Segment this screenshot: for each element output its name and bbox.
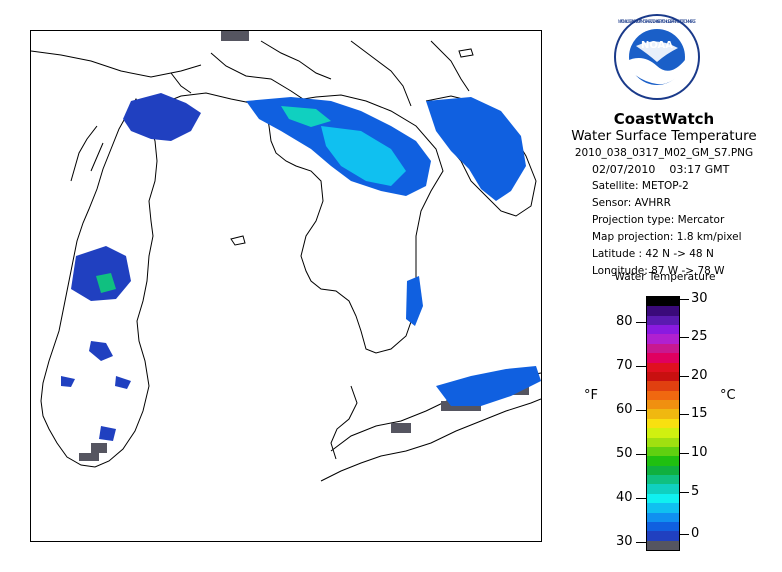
celsius-tick: 20 [691,368,708,383]
scale-swatch [647,531,679,542]
scale-swatch [647,306,679,317]
product-subtitle: Water Surface Temperature [571,128,757,144]
unit-celsius: °C [720,388,736,403]
logo-text: NOAA [641,40,673,51]
green-bay-outline [70,125,104,182]
scale-swatch [647,362,679,373]
scale-swatch [647,418,679,429]
brand-title: CoastWatch [613,110,715,128]
celsius-tick: 25 [691,329,708,344]
scale-swatch [647,484,679,495]
fahrenheit-tick: 60 [616,402,633,417]
scale-swatch [647,343,679,354]
celsius-tick: 10 [691,445,708,460]
cold-water-patches [61,93,541,441]
celsius-tick-mark [680,414,689,415]
celsius-tick: 30 [691,291,708,306]
celsius-tick-mark [680,492,689,493]
fahrenheit-tick: 50 [616,446,633,461]
lake-huron-outline [265,94,444,354]
lake-st-clair-outline [330,385,358,460]
scale-swatch [647,465,679,476]
scale-swatch [647,521,679,532]
scale-swatch [647,315,679,326]
scale-swatch [647,475,679,485]
celsius-tick-mark [680,299,689,300]
fahrenheit-tick-mark [636,454,646,455]
fahrenheit-tick: 80 [616,314,633,329]
scale-swatch [647,325,679,335]
scale-swatch [647,437,679,448]
scale-swatch [647,353,679,364]
latitude-label: Latitude : 42 N -> 48 N [592,248,714,260]
unit-fahrenheit: °F [584,388,598,403]
date-value: 02/07/2010 [592,163,656,176]
lake-michigan-outline [40,98,158,468]
celsius-tick-mark [680,337,689,338]
scale-swatch [647,400,679,410]
map-panel [30,30,542,542]
scale-swatch [647,381,679,392]
fahrenheit-tick-mark [636,542,646,543]
celsius-tick-mark [680,534,689,535]
scale-swatch [647,512,679,523]
fahrenheit-tick: 70 [616,358,633,373]
fahrenheit-tick-mark [636,498,646,499]
logo-ring-text: NATIONAL OCEANIC AND ATMOSPHERIC ADMINIS… [618,19,696,24]
time-value: 03:17 GMT [669,163,730,176]
projection-type-label: Projection type: Mercator [592,214,725,226]
celsius-tick: 5 [691,484,700,499]
fahrenheit-tick-mark [636,322,646,323]
celsius-tick: 15 [691,406,708,421]
longitude-label: Longitude: 87 W -> 78 W [592,265,725,277]
island-2 [458,48,474,58]
scale-swatch [647,334,679,345]
celsius-tick-mark [680,453,689,454]
fahrenheit-tick: 40 [616,490,633,505]
date-time: 02/07/2010 03:17 GMT [592,163,772,176]
file-name: 2010_038_0317_M02_GM_S7.PNG [574,147,754,159]
map-projection-label: Map projection: 1.8 km/pixel [592,231,742,243]
color-scale [646,296,680,551]
scale-swatch [647,428,679,439]
legend-title: Water Temperature [614,271,716,283]
fahrenheit-tick-mark [636,410,646,411]
celsius-tick: 0 [691,526,700,541]
scale-swatch [647,540,679,551]
great-lakes-map [31,31,541,482]
scale-swatch [647,371,679,382]
celsius-tick-mark [680,376,689,377]
satellite-label: Satellite: METOP-2 [592,180,689,192]
scale-swatch [647,409,679,420]
scale-swatch [647,493,679,504]
island-1 [230,235,246,246]
lake-superior-outline [31,40,470,107]
scale-swatch [647,503,679,513]
scale-swatch [647,456,679,467]
sensor-label: Sensor: AVHRR [592,197,671,209]
scale-swatch [647,390,679,401]
fahrenheit-tick-mark [636,366,646,367]
scale-swatch [647,446,679,457]
scale-swatch [647,297,679,307]
noaa-logo: NOAA NATIONAL OCEANIC AND ATMOSPHERIC AD… [614,14,700,100]
fahrenheit-tick: 30 [616,534,633,549]
